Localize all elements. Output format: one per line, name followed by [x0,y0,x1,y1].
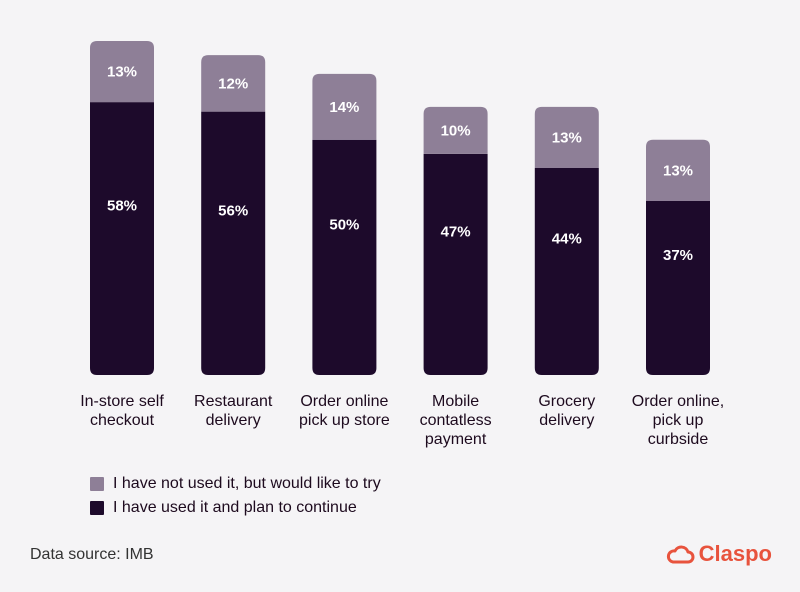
category-label-line: pick up [652,412,704,429]
cloud-icon [666,545,695,564]
category-label-line: Order online, [631,393,725,410]
data-label-would-try: 13% [107,64,137,81]
category-label: Mobile contatless payment [397,392,515,449]
category-label-line: checkout [89,412,155,429]
category-label-line: curbside [647,431,709,448]
bar-group: 50% 14% [312,73,377,375]
bar-group: 56% 12% [201,55,266,375]
category-label-line: payment [424,431,487,448]
category-label-line: Grocery [538,393,596,410]
category-label-line: delivery [539,412,595,429]
bar-would-try [646,139,710,201]
category-label: Order online pick up store [285,392,403,430]
legend-item: I have not used it, but would like to tr… [90,474,381,494]
bar-group: 47% 10% [423,106,488,375]
bar-used-continue [201,111,266,375]
bar-group: 58% 13% [90,41,154,375]
legend-label: I have used it and plan to continue [113,499,357,516]
legend-label: I have not used it, but would like to tr… [113,475,381,492]
bar-used-continue [534,168,599,375]
category-label: Restaurant delivery [174,392,292,430]
legend-item: I have used it and plan to continue [90,498,357,518]
data-label-used-continue: 37% [663,247,693,264]
category-label: Grocery delivery [508,392,626,430]
data-label-would-try: 13% [663,162,693,179]
category-label: Order online, pick up curbside [619,392,737,449]
category-label-line: Order online [300,393,389,410]
data-label-used-continue: 47% [441,223,471,240]
brand-logo: Claspo [665,541,772,567]
category-label-line: delivery [205,412,261,429]
bar-would-try [423,106,488,154]
category-label: In-store self checkout [63,392,181,430]
data-label-would-try: 13% [552,129,582,146]
data-label-would-try: 14% [329,99,359,116]
bar-would-try [312,73,377,140]
data-label-used-continue: 44% [552,231,582,248]
bar-used-continue [90,102,154,375]
category-label-line: In-store self [80,393,164,410]
bar-would-try [534,106,599,169]
category-label-line: Restaurant [194,393,273,410]
data-label-would-try: 12% [218,75,248,92]
brand-name: Claspo [698,541,772,566]
bar-group: 44% 13% [534,106,599,375]
data-label-used-continue: 56% [218,202,248,219]
data-source-note: Data source: IMB [30,546,154,563]
data-label-used-continue: 58% [107,198,137,215]
legend-swatch [90,501,104,515]
legend-swatch [90,477,104,491]
bar-would-try [201,55,266,112]
bar-group: 37% 13% [646,139,710,375]
data-label-used-continue: 50% [329,216,359,233]
category-label-line: contatless [419,412,492,429]
bar-used-continue [423,153,488,375]
bar-would-try [90,41,154,103]
category-label-line: pick up store [299,412,390,429]
bar-used-continue [646,200,710,375]
bar-used-continue [312,139,377,375]
category-label-line: Mobile [432,393,480,410]
data-label-would-try: 10% [441,122,471,139]
